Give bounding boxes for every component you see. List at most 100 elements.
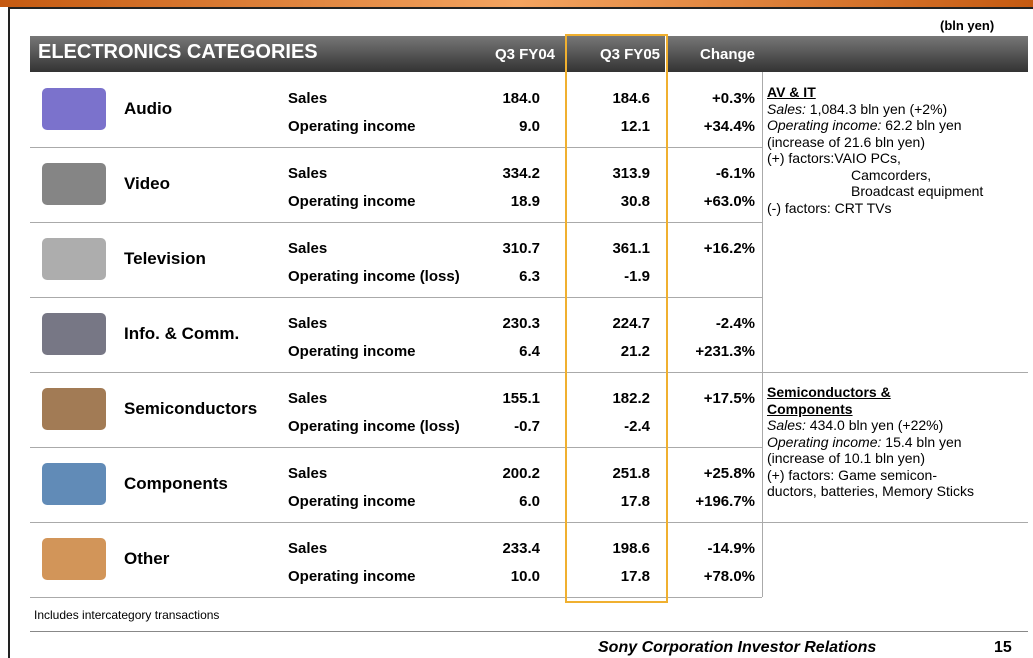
cell-value: -0.7 bbox=[514, 418, 540, 435]
note-line: Broadcast equipment bbox=[767, 183, 1029, 200]
cell-value: -14.9% bbox=[707, 540, 755, 557]
cell-value: 184.6 bbox=[612, 90, 650, 107]
header-cell: Q3 FY04 bbox=[494, 46, 555, 63]
footnote: Includes intercategory transactions bbox=[34, 608, 220, 622]
header-cell: Change bbox=[699, 46, 755, 63]
category-name: Audio bbox=[124, 99, 173, 118]
cell-value: +231.3% bbox=[695, 343, 755, 360]
note-line: Camcorders, bbox=[767, 167, 1029, 184]
note-line: (increase of 21.6 bln yen) bbox=[767, 134, 1029, 151]
cell-value: 230.3 bbox=[502, 315, 540, 332]
row-rule bbox=[30, 147, 762, 148]
cell-value: 313.9 bbox=[612, 165, 650, 182]
cell-value: 12.1 bbox=[620, 118, 650, 135]
cell-value: 30.8 bbox=[620, 193, 650, 210]
header-cell: ELECTRONICS CATEGORIES bbox=[38, 41, 318, 63]
footer-rule bbox=[30, 631, 1028, 632]
line-label: Sales bbox=[288, 315, 328, 332]
note-text: 1,084.3 bln yen (+2%) bbox=[805, 100, 948, 117]
note-line: Sales: 434.0 bln yen (+22%) bbox=[767, 417, 1029, 434]
cell-value: 182.2 bbox=[612, 390, 650, 407]
cell-value: 200.2 bbox=[502, 465, 540, 482]
category-icon bbox=[42, 313, 106, 355]
note-text: ductors, batteries, Memory Sticks bbox=[767, 483, 974, 499]
note-label: Sales: bbox=[767, 100, 806, 117]
cell-value: 6.4 bbox=[519, 343, 540, 360]
notes-rule bbox=[762, 522, 1028, 523]
header-bg bbox=[30, 36, 762, 72]
note-heading: Semiconductors & bbox=[767, 384, 891, 400]
note-line: Sales: 1,084.3 bln yen (+2%) bbox=[767, 101, 1029, 118]
note-text: 62.2 bln yen bbox=[881, 117, 962, 133]
cell-value: +17.5% bbox=[703, 390, 755, 407]
row-rule bbox=[30, 222, 762, 223]
footer-company: Sony Corporation Investor Relations bbox=[598, 639, 877, 656]
category-icon bbox=[42, 538, 106, 580]
note-text: Camcorders, bbox=[851, 166, 932, 183]
line-label: Sales bbox=[288, 465, 328, 482]
category-name: Television bbox=[124, 249, 206, 268]
line-label: Sales bbox=[288, 390, 328, 407]
note-line: (+) factors: Game semicon- bbox=[767, 467, 1029, 484]
page-number: 15 bbox=[994, 639, 1012, 656]
note-line: Operating income: 62.2 bln yen bbox=[767, 117, 1029, 134]
cell-value: 310.7 bbox=[502, 240, 540, 257]
cell-value: 233.4 bbox=[502, 540, 540, 557]
category-name: Semiconductors bbox=[124, 399, 258, 418]
cell-value: 17.8 bbox=[620, 493, 650, 510]
cell-value: -2.4% bbox=[715, 315, 755, 332]
line-label: Operating income bbox=[288, 193, 416, 210]
notes-divider bbox=[762, 72, 763, 597]
cell-value: 6.3 bbox=[519, 268, 540, 285]
cell-value: 251.8 bbox=[612, 465, 650, 482]
highlight-box bbox=[565, 34, 668, 603]
cell-value: 6.0 bbox=[519, 493, 540, 510]
note-block: AV & IT Sales: 1,084.3 bln yen (+2%) Opera… bbox=[767, 84, 1029, 216]
category-icon bbox=[42, 463, 106, 505]
line-label: Operating income bbox=[288, 343, 416, 360]
cell-value: 9.0 bbox=[519, 118, 540, 135]
row-rule bbox=[30, 372, 762, 373]
note-line: (increase of 10.1 bln yen) bbox=[767, 450, 1029, 467]
category-name: Video bbox=[124, 174, 170, 193]
line-label: Operating income bbox=[288, 493, 416, 510]
note-line: (+) factors:VAIO PCs, bbox=[767, 150, 1029, 167]
cell-value: +0.3% bbox=[712, 90, 755, 107]
note-label: Operating income: bbox=[767, 117, 882, 133]
cell-value: 184.0 bbox=[502, 90, 540, 107]
note-text: (+) factors: Game semicon- bbox=[767, 466, 937, 483]
cell-value: 21.2 bbox=[620, 343, 650, 360]
line-label: Operating income (loss) bbox=[288, 418, 460, 435]
line-label: Sales bbox=[288, 240, 328, 257]
frame-top bbox=[8, 7, 1033, 9]
line-label: Sales bbox=[288, 540, 328, 557]
note-label: Operating income: bbox=[767, 433, 882, 450]
cell-value: +25.8% bbox=[703, 465, 755, 482]
line-label: Sales bbox=[288, 90, 328, 107]
cell-value: 198.6 bbox=[612, 540, 650, 557]
category-icon bbox=[42, 388, 106, 430]
category-icon bbox=[42, 88, 106, 130]
line-label: Operating income bbox=[288, 118, 416, 135]
cell-value: +16.2% bbox=[703, 240, 755, 257]
cell-value: -1.9 bbox=[624, 268, 650, 285]
row-rule bbox=[30, 522, 762, 523]
cell-value: -6.1% bbox=[715, 165, 755, 182]
note-text: Broadcast equipment bbox=[851, 183, 984, 199]
row-rule bbox=[30, 297, 762, 298]
note-text: 434.0 bln yen (+22%) bbox=[805, 417, 944, 433]
note-line: Operating income: 15.4 bln yen bbox=[767, 434, 1029, 451]
cell-value: 155.1 bbox=[502, 390, 540, 407]
cell-value: 224.7 bbox=[612, 315, 650, 332]
cell-value: +34.4% bbox=[703, 118, 755, 135]
category-name: Info. & Comm. bbox=[124, 324, 240, 343]
cell-value: +196.7% bbox=[695, 493, 755, 510]
cell-value: -2.4 bbox=[624, 418, 650, 435]
category-icon bbox=[42, 238, 106, 280]
note-text: (+) factors:VAIO PCs, bbox=[767, 150, 901, 166]
category-name: Components bbox=[124, 474, 228, 493]
header-cell: Q3 FY05 bbox=[599, 46, 660, 63]
cell-value: 17.8 bbox=[620, 568, 650, 585]
note-label: Sales: bbox=[767, 417, 806, 433]
